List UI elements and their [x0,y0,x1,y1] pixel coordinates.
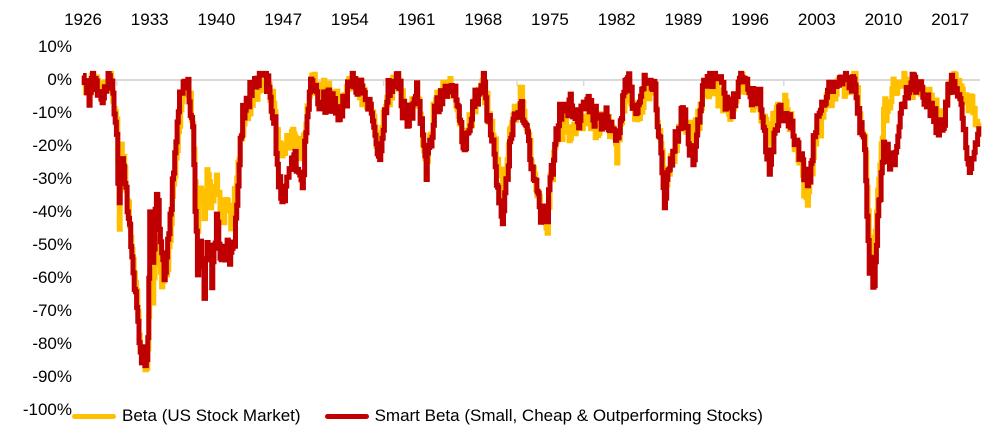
y-tick-label: -30% [32,169,72,188]
smart-beta-series-line [81,70,982,369]
y-tick-label: 10% [37,37,72,56]
y-tick-label: -100% [22,400,72,419]
x-tick-label: 2017 [931,10,970,29]
x-tick-label: 1926 [64,10,102,29]
x-tick-label: 1940 [197,10,236,29]
x-tick-label: 1968 [464,10,503,29]
x-tick-label: 2003 [797,10,836,29]
x-tick-label: 1996 [731,10,770,29]
chart-legend: Beta (US Stock Market) Smart Beta (Small… [72,406,787,426]
y-tick-label: -70% [32,301,72,320]
smart-beta-swatch-icon [324,413,369,419]
x-tick-label: 1933 [130,10,169,29]
legend-item-beta: Beta (US Stock Market) [72,406,301,426]
x-tick-label: 1947 [264,10,303,29]
legend-item-smart-beta: Smart Beta (Small, Cheap & Outperforming… [324,406,763,426]
x-tick-label: 1989 [664,10,703,29]
x-tick-label: 1982 [597,10,636,29]
y-tick-label: -80% [32,334,72,353]
y-tick-label: -90% [32,367,72,386]
beta-swatch-icon [72,413,116,419]
y-tick-label: -50% [32,235,72,254]
legend-label-beta: Beta (US Stock Market) [122,406,301,425]
y-tick-label: -60% [32,268,72,287]
x-tick-label: 1975 [531,10,569,29]
x-tick-label: 2010 [864,10,903,29]
y-tick-label: 0% [47,70,72,89]
legend-label-smart-beta: Smart Beta (Small, Cheap & Outperforming… [374,406,763,425]
x-tick-label: 1961 [397,10,436,29]
y-tick-label: -40% [32,202,72,221]
y-tick-label: -20% [32,136,72,155]
x-tick-label: 1954 [330,10,369,29]
y-tick-label: -10% [32,103,72,122]
